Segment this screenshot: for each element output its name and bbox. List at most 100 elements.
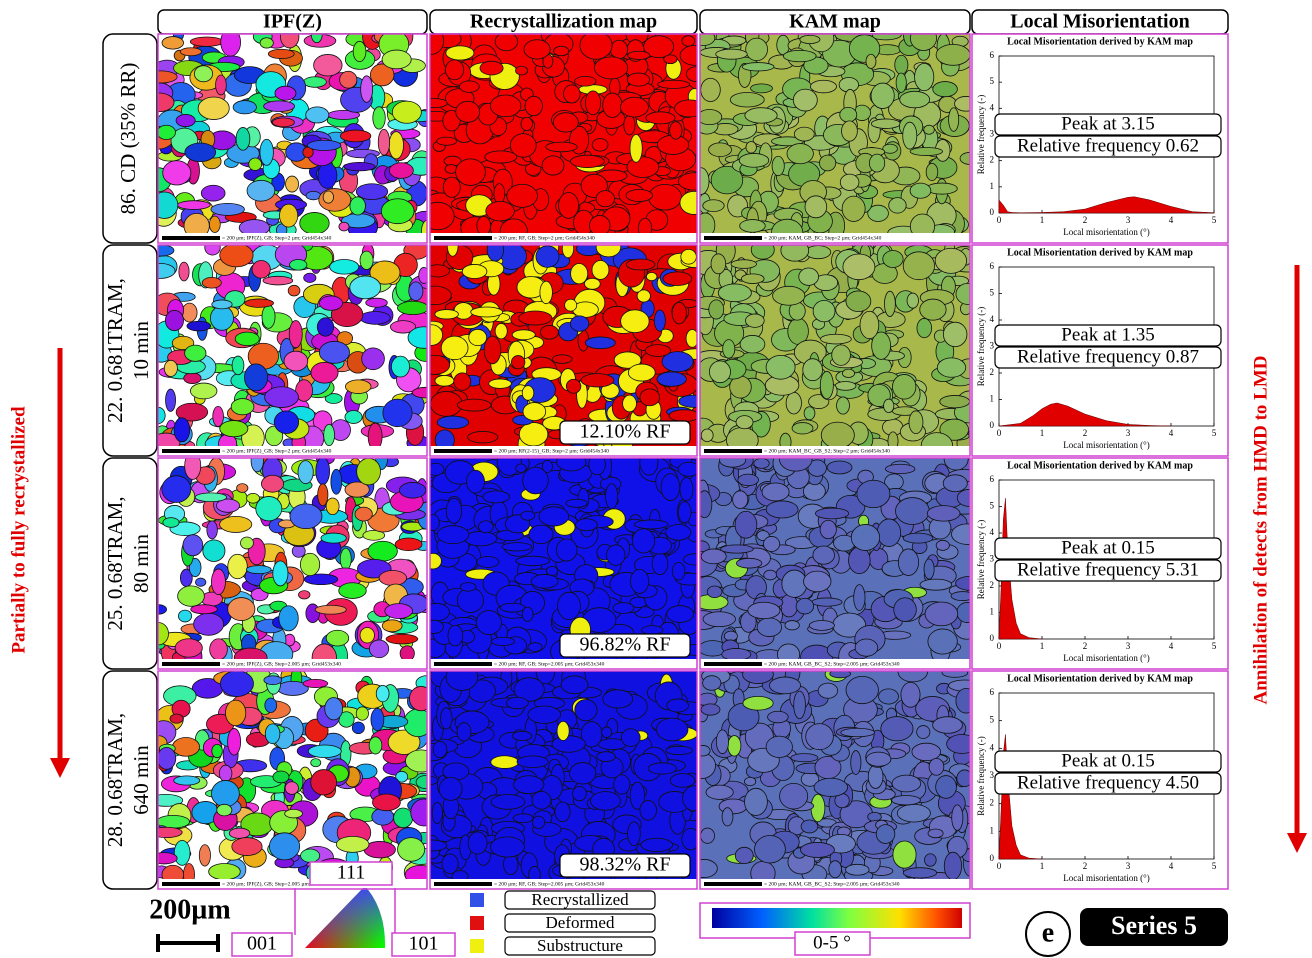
y-tick-label: 0 (990, 207, 995, 217)
grain (178, 610, 191, 622)
x-tick-label: 4 (1169, 428, 1174, 438)
x-axis-label: Local misorientation (°) (1063, 440, 1150, 450)
grain (697, 110, 721, 125)
grain (736, 558, 761, 568)
micrograph (690, 234, 983, 459)
x-tick-label: 2 (1083, 428, 1088, 438)
grain (832, 345, 851, 365)
grain (284, 351, 308, 371)
x-tick-label: 3 (1126, 861, 1131, 871)
x-tick-label: 0 (997, 861, 1002, 871)
grain (869, 154, 884, 172)
grain (326, 498, 339, 515)
grain (924, 125, 935, 134)
grain (819, 155, 835, 171)
grain (565, 299, 577, 311)
grain (256, 496, 282, 520)
grain (640, 389, 660, 406)
grain (528, 643, 542, 652)
grain (943, 322, 967, 346)
grain (301, 849, 320, 862)
x-axis-label: Local misorientation (°) (1063, 227, 1150, 237)
grain (317, 318, 333, 336)
y-tick-label: 4 (990, 742, 995, 752)
grain (571, 263, 588, 283)
grain (907, 293, 918, 308)
y-tick-label: 5 (990, 715, 995, 725)
y-tick-label: 1 (990, 394, 995, 404)
grain (840, 107, 857, 122)
grain (425, 265, 449, 277)
grain (575, 76, 596, 86)
grain (166, 389, 176, 411)
grain (570, 763, 596, 785)
grain (524, 40, 550, 59)
grain (837, 397, 850, 414)
grain (210, 306, 233, 330)
grain (352, 722, 364, 734)
grain (654, 310, 665, 331)
row-label: 28. 0.68TRAM, (103, 713, 127, 847)
grain (592, 139, 608, 152)
grain (170, 714, 183, 723)
mini-scale-bar (434, 882, 492, 886)
grain (178, 586, 205, 606)
grain (529, 525, 553, 544)
grain (716, 49, 748, 59)
y-tick-label: 3 (990, 554, 995, 564)
grain (531, 574, 558, 588)
grain (202, 277, 221, 288)
grain (741, 274, 764, 284)
grain (244, 364, 267, 391)
grain (285, 809, 303, 818)
grain (597, 752, 616, 762)
grain (766, 355, 795, 379)
grain (464, 531, 496, 545)
y-tick-label: 2 (990, 798, 995, 808)
grain (162, 476, 191, 503)
grain (646, 112, 675, 124)
peak-label: Peak at 0.15 (1061, 750, 1154, 771)
grain (556, 539, 577, 561)
grain (392, 101, 421, 123)
grain (163, 518, 179, 528)
grain (821, 422, 854, 448)
grain (273, 561, 288, 586)
grain (319, 341, 349, 363)
grain (799, 268, 819, 285)
grain (927, 506, 960, 522)
grain (245, 299, 274, 307)
peak-label: Peak at 0.15 (1061, 537, 1154, 558)
grain (820, 371, 833, 399)
x-tick-label: 4 (1169, 861, 1174, 871)
grain (516, 66, 528, 75)
grain (620, 97, 648, 117)
micrograph (418, 27, 711, 243)
grain (176, 114, 195, 126)
grain (652, 553, 668, 575)
grain (273, 771, 289, 783)
x-tick-label: 3 (1126, 215, 1131, 225)
grain (231, 399, 254, 415)
grain (368, 541, 397, 561)
grain (910, 183, 931, 198)
panel-letter: e (1042, 917, 1054, 948)
grain (340, 130, 370, 142)
grain (672, 302, 686, 324)
grain (477, 216, 491, 235)
grain (457, 723, 471, 741)
grain (557, 721, 569, 740)
grain (207, 521, 218, 539)
arrow-head (1287, 833, 1307, 853)
grain (632, 529, 654, 553)
y-tick-label: 3 (990, 770, 995, 780)
grain (701, 429, 713, 442)
x-tick-label: 1 (1040, 641, 1045, 651)
grain (813, 546, 835, 564)
x-tick-label: 0 (997, 215, 1002, 225)
x-tick-label: 4 (1169, 215, 1174, 225)
grain (820, 520, 836, 539)
grain (356, 184, 387, 200)
grain (340, 548, 351, 570)
grain (263, 276, 293, 285)
